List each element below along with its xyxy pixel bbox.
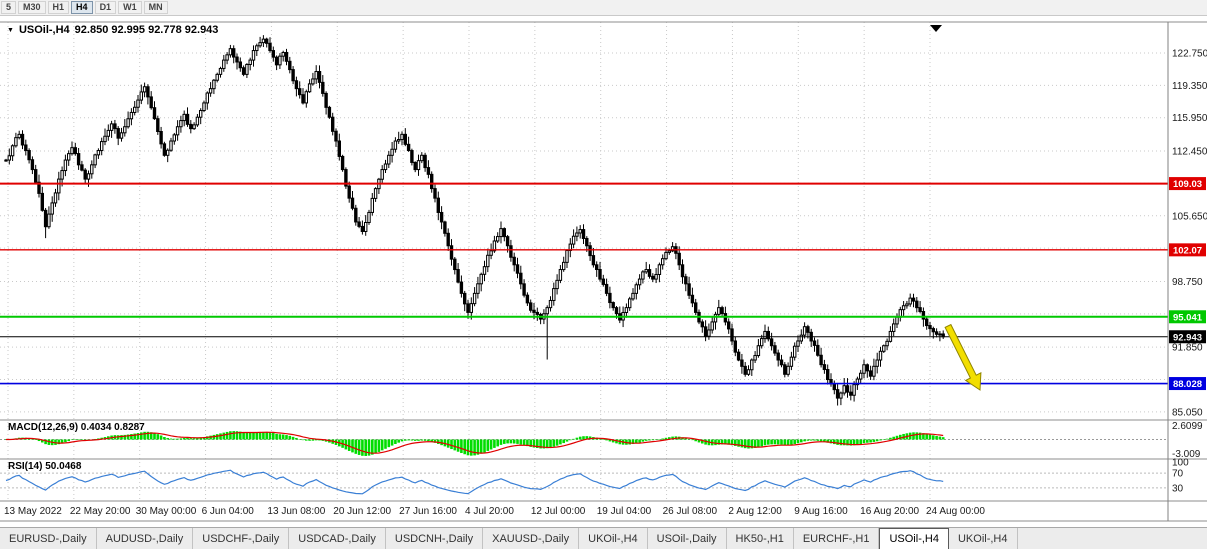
svg-text:30: 30	[1172, 483, 1184, 494]
price-badge	[1169, 177, 1206, 191]
svg-text:2.6099: 2.6099	[1172, 421, 1203, 432]
svg-text:92.943: 92.943	[1173, 332, 1202, 343]
svg-text:30 May 00:00: 30 May 00:00	[136, 506, 197, 517]
svg-text:119.350: 119.350	[1172, 81, 1207, 92]
svg-text:13 Jun 08:00: 13 Jun 08:00	[267, 506, 325, 517]
sell-arrow-annotation[interactable]	[944, 323, 982, 391]
macd-panel: 2.6099 -3.009	[0, 421, 1203, 460]
svg-text:4 Jul 20:00: 4 Jul 20:00	[465, 506, 514, 517]
timeframe-button-h1[interactable]: H1	[47, 1, 70, 14]
svg-text:91.850: 91.850	[1172, 343, 1203, 354]
macd-signal-line	[6, 431, 944, 454]
price-level-lines[interactable]	[0, 182, 1168, 385]
symbol-tab-usoilh4[interactable]: USOil-,H4	[879, 528, 949, 549]
svg-text:85.050: 85.050	[1172, 407, 1203, 418]
svg-text:-3.009: -3.009	[1172, 449, 1201, 460]
svg-text:105.650: 105.650	[1172, 211, 1207, 222]
svg-text:12 Jul 00:00: 12 Jul 00:00	[531, 506, 586, 517]
svg-text:6 Jun 04:00: 6 Jun 04:00	[202, 506, 255, 517]
symbol-tab-usdchfdaily[interactable]: USDCHF-,Daily	[193, 528, 290, 549]
svg-text:16 Aug 20:00: 16 Aug 20:00	[860, 506, 919, 517]
svg-text:95.041: 95.041	[1173, 312, 1203, 323]
svg-text:2 Aug 12:00: 2 Aug 12:00	[728, 506, 782, 517]
symbol-tab-eurchfh1[interactable]: EURCHF-,H1	[793, 528, 880, 549]
symbol-tab-hk50h1[interactable]: HK50-,H1	[726, 528, 794, 549]
price-badge	[1169, 330, 1206, 344]
svg-text:9 Aug 16:00: 9 Aug 16:00	[794, 506, 848, 517]
svg-text:20 Jun 12:00: 20 Jun 12:00	[333, 506, 391, 517]
symbol-tab-usdcaddaily[interactable]: USDCAD-,Daily	[289, 528, 386, 549]
candlestick-chart[interactable]: 122.750 119.350 115.950 112.450 105.650 98.75…	[0, 16, 1207, 527]
symbol-tab-audusddaily[interactable]: AUDUSD-,Daily	[96, 528, 194, 549]
time-axis[interactable]: 13 May 2022 22 May 20:00 30 May 00:00 6 Jun…	[4, 506, 985, 517]
symbol-tab-usoildaily[interactable]: USOil-,Daily	[647, 528, 727, 549]
svg-text:22 May 20:00: 22 May 20:00	[70, 506, 131, 517]
chart-grid	[0, 22, 1168, 501]
down-triangle-marker-icon	[930, 25, 942, 32]
price-badge	[1169, 377, 1206, 391]
svg-text:13 May 2022: 13 May 2022	[4, 506, 62, 517]
svg-text:112.450: 112.450	[1172, 147, 1207, 158]
timeframe-button-w1[interactable]: W1	[118, 1, 142, 14]
timeframe-button-mn[interactable]: MN	[143, 1, 168, 14]
svg-text:102.07: 102.07	[1173, 245, 1202, 256]
svg-text:122.750: 122.750	[1172, 48, 1207, 59]
svg-text:115.950: 115.950	[1172, 113, 1207, 124]
price-axis[interactable]: 122.750 119.350 115.950 112.450 105.650 98.75…	[1169, 48, 1207, 418]
symbol-tab-xauusddaily[interactable]: XAUUSD-,Daily	[483, 528, 580, 549]
candles	[4, 35, 945, 406]
svg-text:26 Jul 08:00: 26 Jul 08:00	[663, 506, 718, 517]
svg-text:88.028: 88.028	[1173, 379, 1202, 390]
timeframe-toolbar: 5 M30 H1 H4 D1 W1 MN	[0, 0, 1207, 16]
timeframe-button-h4[interactable]: H4	[71, 1, 93, 14]
symbol-tab-eurusddaily[interactable]: EURUSD-,Daily	[0, 528, 97, 549]
svg-text:24 Aug 00:00: 24 Aug 00:00	[926, 506, 985, 517]
symbol-tab-ukoilh4[interactable]: UKOil-,H4	[579, 528, 648, 549]
svg-text:100: 100	[1172, 458, 1189, 469]
symbol-tab-usdcnhdaily[interactable]: USDCNH-,Daily	[385, 528, 484, 549]
symbol-tabbar: EURUSD-,Daily AUDUSD-,Daily USDCHF-,Daily U…	[0, 527, 1207, 549]
svg-text:109.03: 109.03	[1173, 179, 1202, 190]
svg-text:70: 70	[1172, 469, 1184, 480]
price-badge	[1169, 310, 1206, 324]
svg-text:27 Jun 16:00: 27 Jun 16:00	[399, 506, 457, 517]
svg-text:98.750: 98.750	[1172, 277, 1203, 288]
price-badge	[1169, 243, 1206, 257]
symbol-tab-ukoilh4[interactable]: UKOil-,H4	[948, 528, 1018, 549]
rsi-line	[5, 469, 944, 495]
timeframe-button-5[interactable]: 5	[1, 1, 17, 14]
timeframe-button-d1[interactable]: D1	[94, 1, 117, 14]
svg-text:19 Jul 04:00: 19 Jul 04:00	[597, 506, 652, 517]
timeframe-button-m30[interactable]: M30	[18, 1, 46, 14]
